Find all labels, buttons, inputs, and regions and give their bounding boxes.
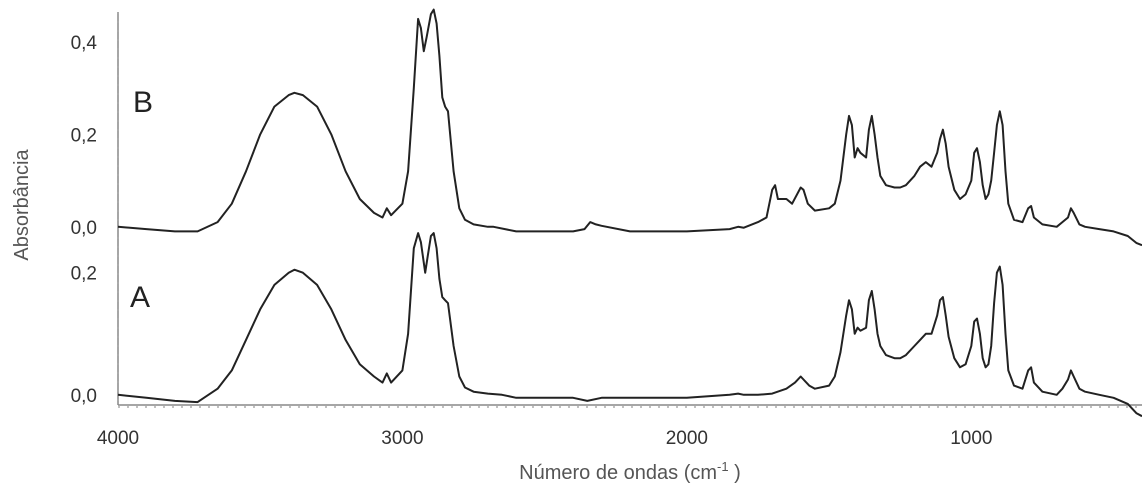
trace-label-a: A <box>130 281 150 314</box>
x-axis-title: Número de ondas (cm-1 ) <box>519 459 741 484</box>
trace-b <box>117 8 1142 247</box>
x-axis <box>118 404 1142 408</box>
trace-a <box>117 232 1142 418</box>
x-tick-label-1000: 1000 <box>950 428 992 449</box>
x-tick-label-3000: 3000 <box>381 428 423 449</box>
spectra-traces <box>117 8 1142 418</box>
y-tick-label-B-0: 0,0 <box>71 218 97 239</box>
y-tick-label-A-0: 0,0 <box>71 386 97 407</box>
x-axis-title-text: Número de ondas (cm <box>519 462 717 484</box>
y-axis-title: Absorbância <box>11 149 33 261</box>
x-tick-label-2000: 2000 <box>666 428 708 449</box>
y-tick-label-B-1: 0,2 <box>71 125 97 146</box>
x-axis-title-close: ) <box>729 462 741 484</box>
y-tick-label-B-2: 0,4 <box>71 33 98 54</box>
x-tick-labels: 4000 3000 2000 1000 <box>97 428 993 449</box>
y-tick-label-A-1: 0,2 <box>71 264 97 285</box>
trace-label-b: B <box>133 86 153 119</box>
trace-labels: BA <box>130 86 153 314</box>
y-tick-labels: 0,0 0,2 0,4 0,0 0,2 <box>71 33 98 407</box>
x-tick-label-4000: 4000 <box>97 428 139 449</box>
x-axis-title-superscript: -1 <box>717 459 729 474</box>
